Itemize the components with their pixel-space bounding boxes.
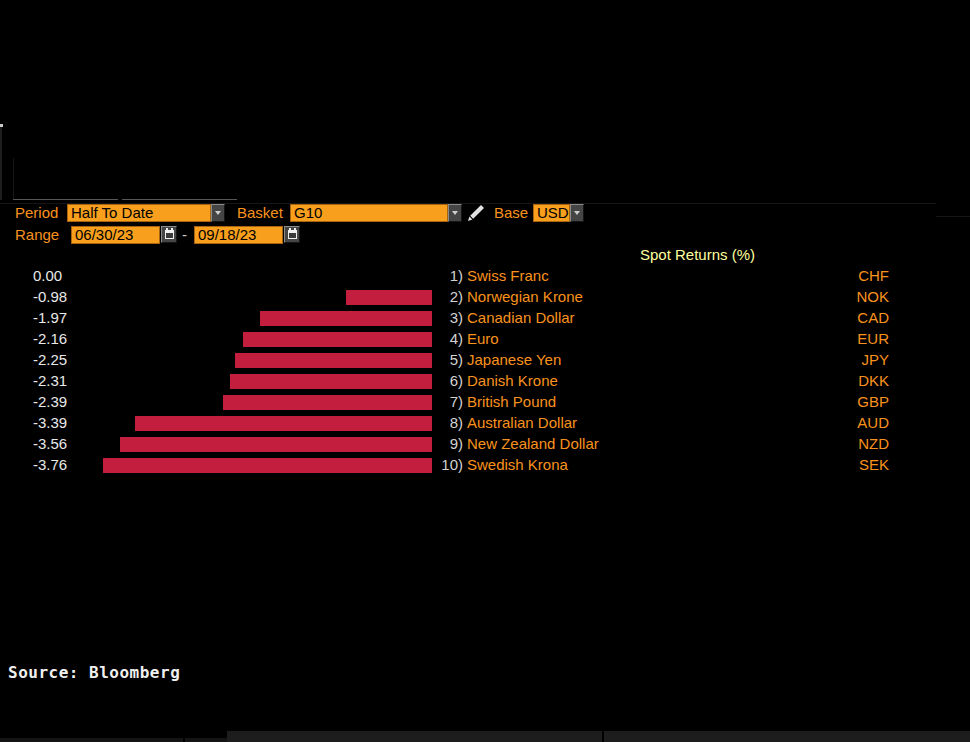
bar (235, 353, 432, 368)
calendar-icon (288, 230, 297, 239)
basket-select[interactable]: G10 (290, 204, 448, 222)
chart-row: 0.00 1)Swiss Franc CHF (0, 266, 970, 287)
bar-value-label: -3.56 (33, 435, 67, 452)
edit-pencil-icon[interactable] (467, 204, 487, 222)
basket-dropdown-arrow[interactable] (448, 204, 462, 222)
bottom-bar-segment (227, 731, 602, 742)
range-separator: - (182, 226, 187, 244)
bar-value-label: 0.00 (33, 267, 62, 284)
row-index-label: 9) (418, 435, 463, 452)
period-select[interactable]: Half To Date (67, 204, 211, 222)
panel-left-border (0, 127, 2, 200)
bar-value-label: -3.76 (33, 456, 67, 473)
chart-row: -3.76 10)Swedish Krona SEK (0, 455, 970, 476)
base-label: Base (494, 204, 528, 222)
base-dropdown-arrow[interactable] (570, 204, 584, 222)
currency-code: JPY (799, 351, 889, 368)
chevron-down-icon (574, 211, 580, 215)
source-note: Source: Bloomberg (8, 663, 180, 682)
period-dropdown-arrow[interactable] (211, 204, 225, 222)
chart-row: -2.39 7)British Pound GBP (0, 392, 970, 413)
currency-code: NOK (799, 288, 889, 305)
period-label: Period (15, 204, 58, 222)
row-index-label: 8) (418, 414, 463, 431)
currency-code: NZD (799, 435, 889, 452)
row-index-label: 3) (418, 309, 463, 326)
bar (135, 416, 432, 431)
bar (260, 311, 432, 326)
currency-code: EUR (799, 330, 889, 347)
currency-name[interactable]: British Pound (467, 393, 556, 410)
bar-value-label: -2.31 (33, 372, 67, 389)
currency-code: GBP (799, 393, 889, 410)
currency-name[interactable]: Australian Dollar (467, 414, 577, 431)
bar-value-label: -2.39 (33, 393, 67, 410)
chart-row: -1.97 3)Canadian Dollar CAD (0, 308, 970, 329)
currency-code: CHF (799, 267, 889, 284)
chart-row: -3.39 8)Australian Dollar AUD (0, 413, 970, 434)
currency-code: SEK (799, 456, 889, 473)
calendar-icon (165, 230, 174, 239)
chart-row: -2.25 5)Japanese Yen JPY (0, 350, 970, 371)
row-index-label: 10) (418, 456, 463, 473)
panel-divider-right (936, 216, 970, 217)
bottom-bar-segment (0, 738, 183, 742)
currency-name[interactable]: Euro (467, 330, 499, 347)
bar (120, 437, 432, 452)
bar-value-label: -1.97 (33, 309, 67, 326)
range-end-input[interactable]: 09/18/23 (194, 226, 283, 244)
range-start-input[interactable]: 06/30/23 (71, 226, 160, 244)
currency-name[interactable]: Swiss Franc (467, 267, 549, 284)
chart-row: -2.16 4)Euro EUR (0, 329, 970, 350)
currency-name[interactable]: Norwegian Krone (467, 288, 583, 305)
currency-code: AUD (799, 414, 889, 431)
currency-code: CAD (799, 309, 889, 326)
bottom-bar-segment (185, 738, 227, 742)
tab-underline-2 (122, 199, 237, 200)
row-index-label: 6) (418, 372, 463, 389)
row-index-label: 1) (418, 267, 463, 284)
range-label: Range (15, 226, 59, 244)
currency-code: DKK (799, 372, 889, 389)
basket-label: Basket (237, 204, 283, 222)
chevron-down-icon (452, 211, 458, 215)
currency-name[interactable]: Canadian Dollar (467, 309, 575, 326)
bar (230, 374, 432, 389)
chart-frame-left-line (13, 158, 14, 200)
base-select[interactable]: USD (533, 204, 570, 222)
range-start-calendar-button[interactable] (161, 226, 177, 243)
currency-name[interactable]: Danish Krone (467, 372, 558, 389)
bar-value-label: -2.16 (33, 330, 67, 347)
bar (103, 458, 432, 473)
bar-value-label: -3.39 (33, 414, 67, 431)
chart-title: Spot Returns (%) (640, 246, 755, 263)
range-end-calendar-button[interactable] (284, 226, 300, 243)
bloomberg-terminal-screen: { "toolbar": { "period_label": "Period",… (0, 0, 970, 742)
currency-name[interactable]: Japanese Yen (467, 351, 561, 368)
currency-name[interactable]: Swedish Krona (467, 456, 568, 473)
row-index-label: 5) (418, 351, 463, 368)
chevron-down-icon (215, 211, 221, 215)
bar-value-label: -0.98 (33, 288, 67, 305)
row-index-label: 4) (418, 330, 463, 347)
row-index-label: 7) (418, 393, 463, 410)
bar-value-label: -2.25 (33, 351, 67, 368)
bottom-bar-segment (604, 731, 970, 742)
currency-name[interactable]: New Zealand Dollar (467, 435, 599, 452)
chart-row: -3.56 9)New Zealand Dollar NZD (0, 434, 970, 455)
row-index-label: 2) (418, 288, 463, 305)
chart-row: -2.31 6)Danish Krone DKK (0, 371, 970, 392)
bar (223, 395, 432, 410)
tab-underline-1 (13, 199, 118, 200)
bar (243, 332, 432, 347)
chart-row: -0.98 2)Norwegian Krone NOK (0, 287, 970, 308)
